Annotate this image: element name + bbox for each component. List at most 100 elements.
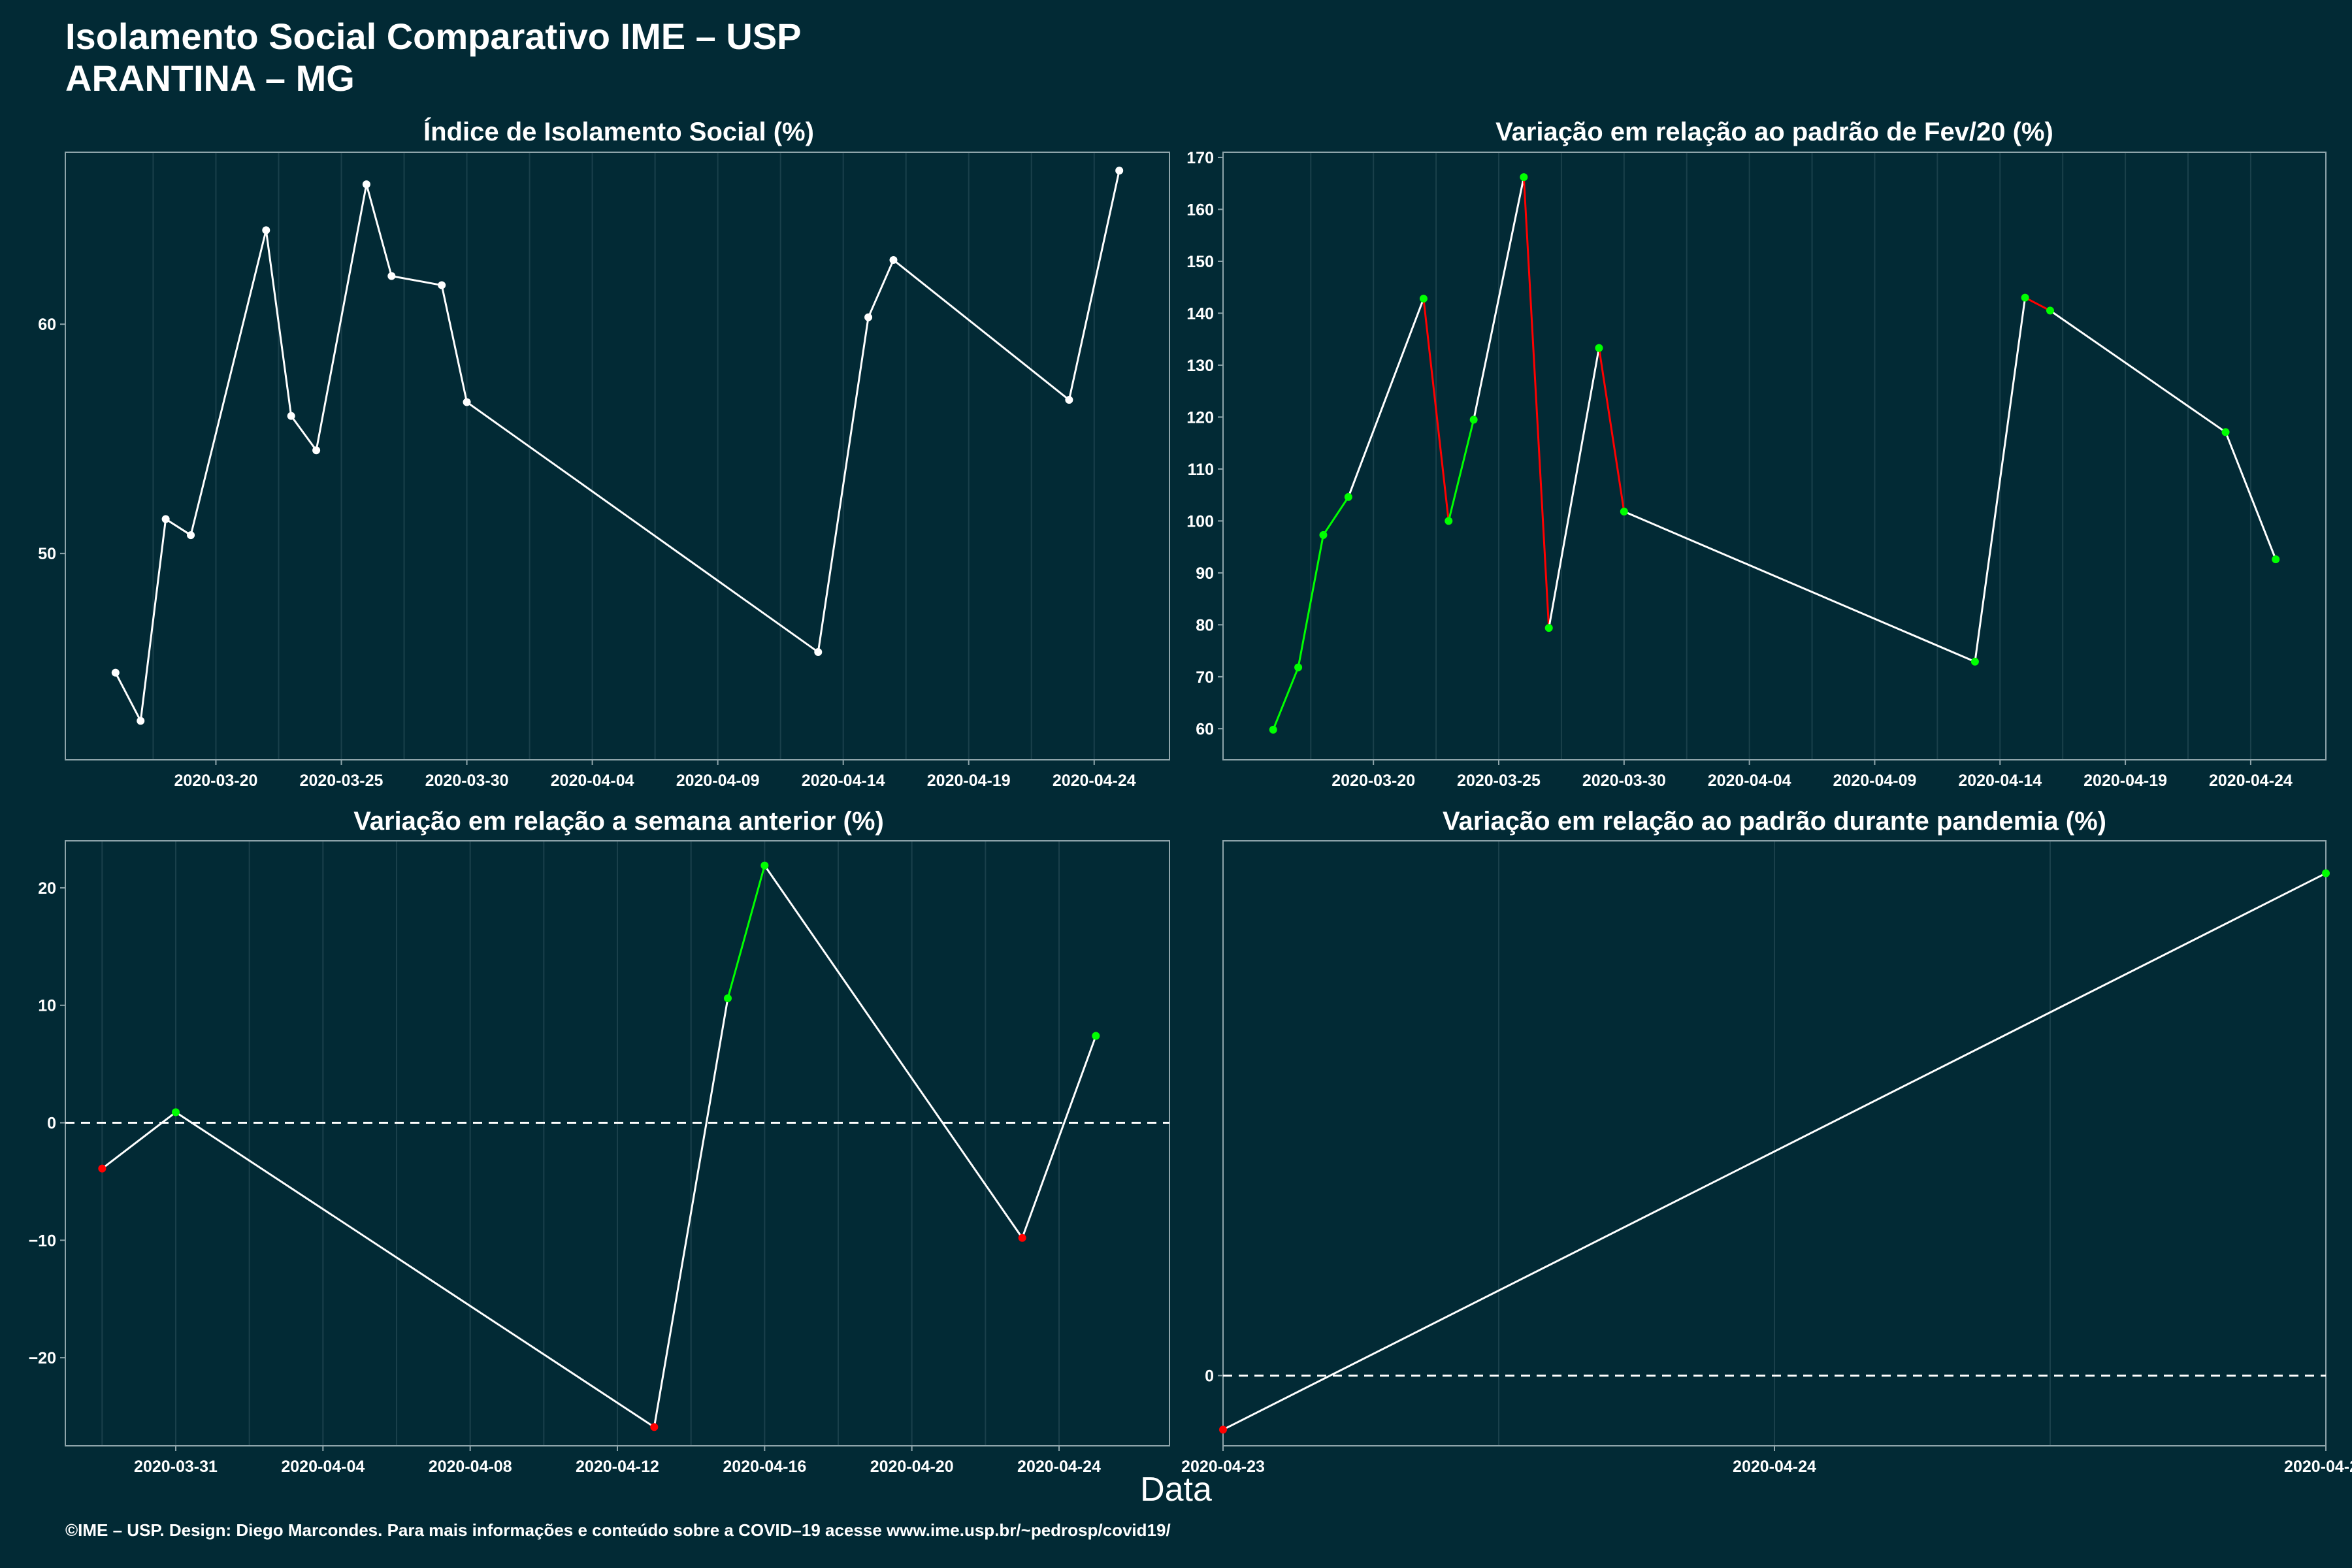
panel-title-pandemia: Variação em relação ao padrão durante pa… [1443,807,2106,836]
x-tick-label: 2020-04-24 [1733,1458,1816,1476]
y-tick-label: 10 [38,997,56,1015]
data-point [889,255,898,264]
y-tick-label: 80 [1196,616,1214,634]
x-tick-label: 2020-04-25 [2284,1458,2352,1476]
data-point [1065,396,1073,404]
x-tick-label: 2020-03-30 [1582,772,1666,790]
x-axis-label: Data [1140,1471,1212,1509]
panel-fev: Variação em relação ao padrão de Fev/20 … [1186,118,2327,790]
data-point [98,1164,106,1173]
y-tick-label: 150 [1186,253,1214,271]
x-tick-label: 2020-03-25 [1457,772,1541,790]
series-segment [189,229,267,536]
x-tick-label: 2020-03-31 [134,1458,218,1476]
panel-title-fev: Variação em relação ao padrão de Fev/20 … [1495,118,2053,146]
data-point [1620,508,1628,516]
y-tick-label: 120 [1186,408,1214,427]
panel-pandemia: Variação em relação ao padrão durante pa… [1181,807,2352,1476]
series-segment [1021,1035,1097,1239]
data-point [137,717,145,725]
series-segment [1068,170,1120,400]
data-point [2046,306,2054,315]
data-point [1544,624,1553,632]
x-tick-label: 2020-04-09 [676,772,760,790]
x-tick-label: 2020-04-19 [927,772,1011,790]
plot-frame [65,152,1170,760]
series-segment [1624,510,1976,663]
data-point [1115,167,1124,175]
chart-subtitle: ARANTINA – MG [65,57,355,99]
data-point [814,648,823,657]
data-point [463,398,471,406]
data-point [111,668,120,677]
series-segment [1597,348,1625,512]
x-tick-label: 2020-04-16 [723,1458,806,1476]
y-tick-label: 170 [1186,149,1214,167]
panel-semana: Variação em relação a semana anterior (%… [29,807,1170,1476]
y-tick-label: 20 [38,879,56,898]
data-point [760,861,769,870]
chart-title: Isolamento Social Comparativo IME – USP [65,16,802,57]
series-segment [817,317,870,653]
series-segment [1272,666,1299,730]
y-tick-label: 0 [47,1115,56,1133]
series-segment [1473,176,1525,420]
data-point [1445,517,1453,525]
x-tick-label: 2020-03-20 [174,772,258,790]
series-segment [139,519,167,721]
data-point [1018,1233,1026,1242]
x-tick-label: 2020-04-24 [1017,1458,1101,1476]
data-point [1319,531,1328,539]
series-segment [315,184,368,451]
data-point [1219,1426,1227,1434]
series-segment [466,401,819,653]
series-segment [1422,298,1450,521]
data-point [187,531,195,540]
panel-title-indice: Índice de Isolamento Social (%) [423,117,814,146]
series-segment [391,275,442,287]
series-segment [1974,297,2027,662]
series-segment [867,259,894,318]
data-point [387,272,396,280]
data-point [1419,295,1428,303]
x-tick-label: 2020-04-09 [1833,772,1917,790]
data-point [2322,869,2330,877]
series-segment [2024,297,2051,312]
data-point [1294,663,1303,672]
data-point [161,515,170,523]
series-segment [1447,419,1475,521]
series-segment [365,184,393,276]
data-point [1520,173,1528,182]
series-segment [1548,348,1600,629]
data-point [362,180,370,189]
footer-credit: ©IME – USP. Design: Diego Marcondes. Par… [65,1520,1171,1540]
x-tick-label: 2020-03-30 [425,772,509,790]
data-point [287,412,295,420]
data-point [312,446,321,455]
panel-title-semana: Variação em relação a semana anterior (%… [353,807,884,836]
plot-frame [1222,152,2327,760]
data-point [2272,555,2280,564]
y-tick-label: 160 [1186,201,1214,219]
data-point [172,1108,180,1117]
series-segment [2225,431,2277,560]
series-segment [265,230,293,416]
series-segment [165,518,191,536]
data-point [1344,493,1352,501]
series-segment [2050,310,2227,433]
data-point [724,994,732,1002]
x-tick-label: 2020-04-04 [1708,772,1791,790]
y-tick-label: 110 [1188,461,1214,479]
y-tick-label: 130 [1186,357,1214,375]
series-segment [1222,872,2327,1431]
series-segment [1347,298,1425,498]
data-point [864,313,873,321]
data-point [1469,416,1478,424]
data-point [1092,1032,1100,1040]
x-tick-label: 2020-04-19 [2083,772,2167,790]
x-tick-label: 2020-04-23 [1181,1458,1265,1476]
data-point [1970,657,1979,666]
data-point [438,281,446,289]
y-tick-label: 50 [38,545,56,563]
